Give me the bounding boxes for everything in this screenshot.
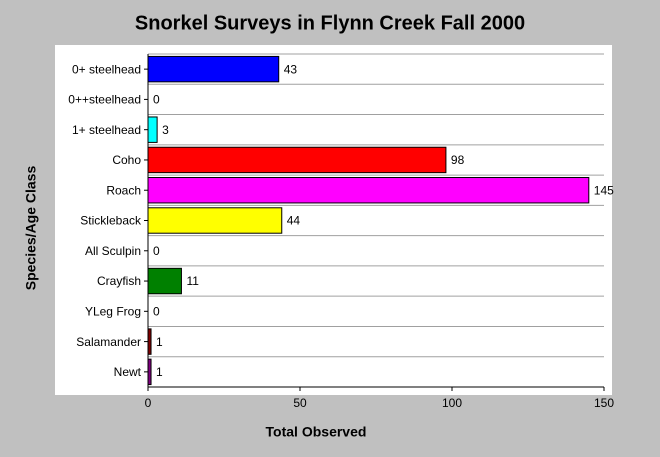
y-tick-label: Roach	[106, 183, 141, 197]
y-tick-label: 1+ steelhead	[72, 123, 141, 137]
value-label: 1	[156, 365, 163, 379]
y-tick-label: Newt	[114, 365, 142, 379]
x-tick-label: 0	[145, 396, 152, 410]
bar	[147, 207, 283, 234]
value-label: 98	[451, 153, 465, 167]
x-axis-label: Total Observed	[266, 424, 367, 440]
y-tick-label: Coho	[112, 153, 141, 167]
value-label: 145	[594, 183, 614, 197]
y-tick-label: 0++steelhead	[68, 93, 141, 107]
value-label: 11	[186, 274, 199, 288]
bar	[147, 116, 158, 143]
value-label: 44	[287, 214, 301, 228]
x-tick-label: 150	[594, 396, 614, 410]
y-axis-label: Species/Age Class	[23, 166, 39, 291]
value-label: 0	[153, 304, 160, 318]
y-tick-label: Stickleback	[80, 214, 142, 228]
bar	[147, 177, 590, 204]
x-tick-label: 50	[293, 396, 307, 410]
x-tick-label: 100	[442, 396, 462, 410]
y-tick-label: Salamander	[76, 335, 141, 349]
value-label: 0	[153, 244, 160, 258]
y-tick-label: Crayfish	[97, 274, 141, 288]
bar	[147, 267, 182, 295]
value-label: 43	[284, 62, 298, 76]
y-tick-label: 0+ steelhead	[72, 62, 141, 76]
bar	[147, 146, 447, 174]
chart-title: Snorkel Surveys in Flynn Creek Fall 2000	[135, 12, 525, 34]
value-label: 1	[156, 335, 163, 349]
value-label: 3	[162, 123, 169, 137]
value-label: 0	[153, 93, 160, 107]
y-tick-label: All Sculpin	[85, 244, 141, 258]
bar	[147, 55, 280, 83]
y-tick-label: YLeg Frog	[85, 304, 141, 318]
